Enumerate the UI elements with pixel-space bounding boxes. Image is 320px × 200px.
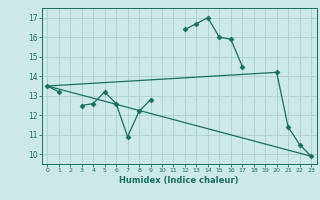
X-axis label: Humidex (Indice chaleur): Humidex (Indice chaleur) <box>119 176 239 185</box>
